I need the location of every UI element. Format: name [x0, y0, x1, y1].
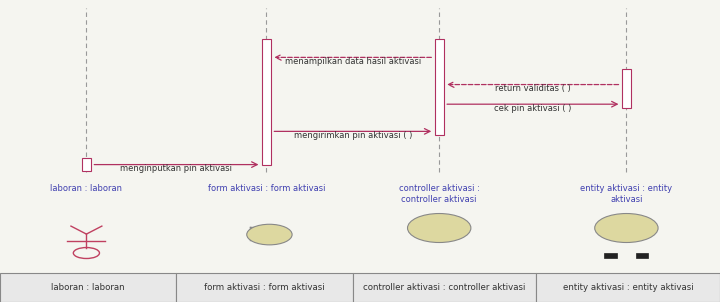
- Bar: [435, 39, 444, 135]
- Text: form aktivasi : form aktivasi: form aktivasi : form aktivasi: [207, 184, 325, 193]
- Ellipse shape: [247, 224, 292, 245]
- Bar: [176, 273, 353, 302]
- Bar: [0, 273, 176, 302]
- Bar: [82, 158, 91, 171]
- Text: return validitas ( ): return validitas ( ): [495, 84, 571, 93]
- Text: menampilkan data hasil aktivasi: menampilkan data hasil aktivasi: [284, 57, 421, 66]
- Text: mengirimkan pin aktivasi ( ): mengirimkan pin aktivasi ( ): [294, 131, 412, 140]
- Bar: [536, 273, 720, 302]
- Bar: [353, 273, 536, 302]
- Bar: [262, 39, 271, 165]
- Text: laboran : laboran: laboran : laboran: [51, 283, 125, 292]
- Text: controller aktivasi : controller aktivasi: controller aktivasi : controller aktivas…: [364, 283, 526, 292]
- Ellipse shape: [408, 214, 471, 243]
- Text: entity aktivasi : entity
aktivasi: entity aktivasi : entity aktivasi: [580, 184, 672, 204]
- Bar: [622, 69, 631, 108]
- Ellipse shape: [595, 214, 658, 243]
- Bar: [605, 252, 617, 258]
- Text: controller aktivasi :
controller aktivasi: controller aktivasi : controller aktivas…: [399, 184, 480, 204]
- Text: menginputkan pin aktivasi: menginputkan pin aktivasi: [120, 164, 233, 173]
- Bar: [636, 252, 649, 258]
- Text: form aktivasi : form aktivasi: form aktivasi : form aktivasi: [204, 283, 325, 292]
- Text: laboran : laboran: laboran : laboran: [50, 184, 122, 193]
- Text: cek pin aktivasi ( ): cek pin aktivasi ( ): [494, 104, 572, 113]
- Text: entity aktivasi : entity aktivasi: entity aktivasi : entity aktivasi: [563, 283, 693, 292]
